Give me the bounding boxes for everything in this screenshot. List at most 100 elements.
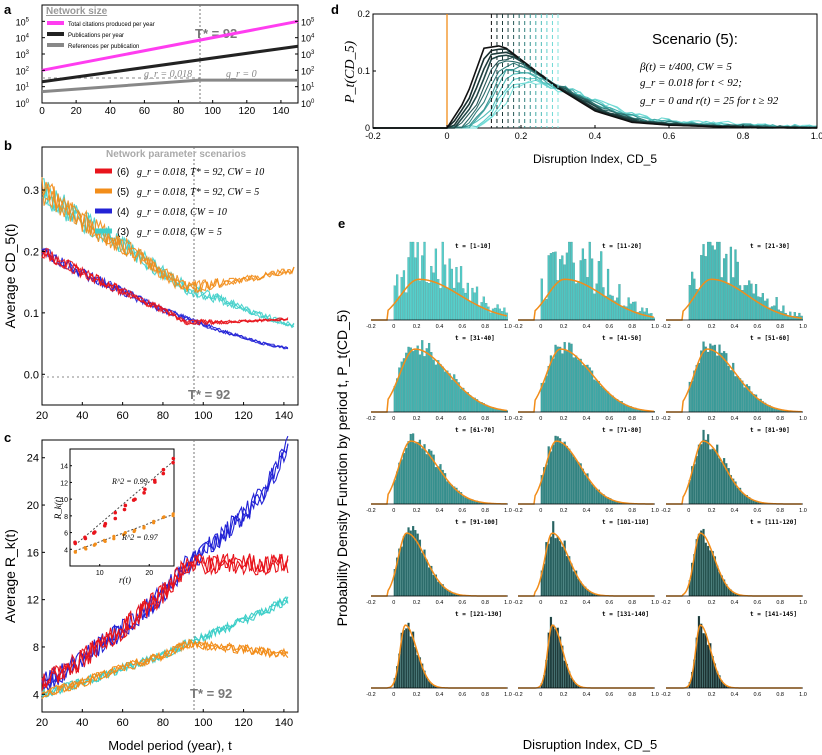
histogram-bar bbox=[729, 246, 733, 321]
histogram-bar bbox=[556, 436, 559, 505]
histogram-bar bbox=[741, 290, 744, 321]
histogram-bar bbox=[738, 378, 742, 413]
panel-b-legend-title: Network parameter scenarios bbox=[106, 149, 247, 160]
histogram-bar bbox=[704, 439, 707, 505]
histogram-bar bbox=[434, 364, 438, 413]
histogram-bar bbox=[561, 353, 564, 413]
histogram-bar bbox=[570, 563, 573, 597]
histogram-bar bbox=[561, 443, 564, 505]
histogram-bar bbox=[720, 277, 723, 321]
histogram-bar bbox=[764, 300, 767, 321]
x-tick-label: 0.8 bbox=[628, 416, 636, 422]
x-tick-label: -0.2 bbox=[513, 416, 522, 422]
x-tick-label: 140 bbox=[275, 717, 293, 729]
x-tick-label: 0.8 bbox=[481, 416, 489, 422]
x-tick-label: 0.8 bbox=[776, 508, 784, 514]
histogram-bar bbox=[437, 581, 440, 597]
x-tick-label: 0 bbox=[392, 416, 395, 422]
legend-number: (6) bbox=[117, 167, 129, 178]
histogram-bar bbox=[568, 448, 571, 505]
histogram-bar bbox=[600, 385, 603, 413]
series-line-1 bbox=[41, 177, 295, 294]
inset-y-tick-label: 12 bbox=[60, 480, 68, 487]
panel-c-ylabel: Average R_k(t) bbox=[2, 529, 18, 623]
inset-fit-red bbox=[74, 460, 175, 546]
histogram-bar bbox=[462, 387, 465, 413]
series-line-1 bbox=[41, 552, 289, 695]
inset-point-red bbox=[142, 491, 146, 495]
y-tick-label: 8 bbox=[33, 642, 39, 654]
x-tick-label: 0.4 bbox=[436, 508, 444, 514]
series-line-3 bbox=[41, 638, 289, 700]
histogram-bar bbox=[414, 349, 417, 413]
histogram-bar bbox=[405, 532, 408, 597]
histogram-bar bbox=[748, 280, 751, 321]
histogram-bar bbox=[434, 248, 438, 321]
histogram-bar bbox=[581, 468, 585, 505]
histogram-bar bbox=[446, 287, 449, 321]
x-tick-label: 1.0 bbox=[504, 416, 512, 422]
x-tick-label: 0.6 bbox=[606, 692, 614, 698]
histogram-bar bbox=[577, 359, 580, 413]
x-tick-label: 1.0 bbox=[799, 508, 807, 514]
histogram-bar bbox=[547, 543, 550, 597]
histogram-bar bbox=[600, 251, 603, 321]
histogram-bar bbox=[396, 274, 399, 321]
inset-point-orange bbox=[103, 539, 107, 543]
panel-b-tstar-label: T* = 92 bbox=[188, 387, 230, 402]
histogram-bar bbox=[545, 464, 548, 505]
histogram-bar bbox=[590, 484, 594, 505]
series-line-1 bbox=[41, 553, 289, 689]
histogram-bar bbox=[697, 533, 701, 597]
histogram-bar bbox=[568, 342, 571, 413]
histogram-bar bbox=[556, 536, 559, 597]
histogram-bar bbox=[568, 241, 571, 321]
histogram-bar bbox=[558, 259, 562, 321]
histogram-bar bbox=[706, 644, 710, 689]
x-tick-label: 140 bbox=[275, 410, 293, 422]
y-tick-label: 0.0 bbox=[24, 369, 39, 381]
inset-point-orange bbox=[161, 515, 165, 520]
x-tick-label: 1.0 bbox=[651, 600, 659, 606]
inset-point-orange bbox=[133, 528, 137, 532]
x-tick-label: 0.4 bbox=[731, 324, 739, 330]
histogram-bar bbox=[793, 312, 796, 321]
inset-point-red bbox=[131, 498, 136, 502]
x-tick-label: 1.0 bbox=[651, 416, 659, 422]
histogram-bar bbox=[695, 365, 698, 413]
legend-label-publications: Publications per year bbox=[68, 33, 124, 39]
x-tick-label: 40 bbox=[76, 717, 88, 729]
histogram-bar bbox=[554, 629, 557, 689]
legend-text: g_r = 0.018, CW = 5 bbox=[137, 227, 222, 238]
legend-label-references: References per publication bbox=[68, 44, 139, 50]
histogram-bar bbox=[405, 447, 408, 505]
panel-d-ylabel: P_t(CD_5) bbox=[343, 41, 358, 105]
x-tick-label: 1.0 bbox=[799, 324, 807, 330]
x-tick-label: 0 bbox=[392, 324, 395, 330]
histogram-bar bbox=[405, 292, 408, 321]
histogram-bar bbox=[423, 241, 426, 321]
panel-c-inset: 10 20 4 6 8 10 12 14 R^2 = 0.99 R^2 = 0.97 r(t)… bbox=[53, 448, 176, 585]
x-tick-label: 0 bbox=[392, 508, 395, 514]
x-tick-label: 0.8 bbox=[776, 692, 784, 698]
histogram-bar bbox=[700, 350, 703, 413]
subplot-period: t = [111-120] -0.2 0 0.2 0.4 0.6 0.8 1.0 bbox=[661, 519, 807, 606]
histogram-bar bbox=[471, 397, 474, 413]
x-tick-label: 0 bbox=[687, 600, 690, 606]
histogram-bar bbox=[400, 546, 403, 597]
histogram-bar bbox=[414, 647, 417, 689]
histogram-bar bbox=[609, 394, 612, 413]
histogram-bar bbox=[604, 390, 607, 413]
panel-b: Network parameter scenarios (6) g_r = 0.0… bbox=[2, 146, 299, 422]
histogram-bar bbox=[400, 459, 403, 505]
x-tick-label: 1.0 bbox=[504, 692, 512, 698]
legend-number: (5) bbox=[117, 187, 129, 198]
inset-point-red bbox=[161, 471, 166, 476]
histogram-bar bbox=[718, 572, 721, 597]
x-tick-label: -0.2 bbox=[513, 324, 522, 330]
histogram-bar bbox=[496, 304, 499, 321]
pdf-fit-curve bbox=[371, 440, 507, 505]
histogram-bar bbox=[427, 567, 431, 597]
inset-r2-red: R^2 = 0.99 bbox=[111, 477, 148, 486]
histogram-bar bbox=[711, 551, 714, 597]
